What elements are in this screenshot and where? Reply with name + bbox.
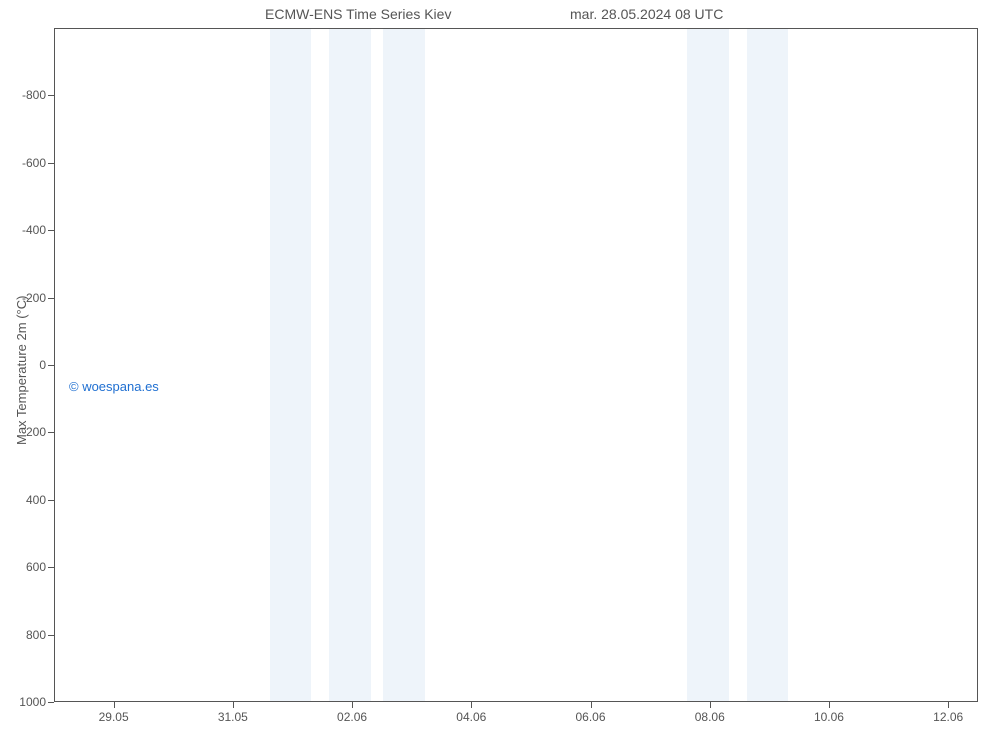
chart-title-right: mar. 28.05.2024 08 UTC	[570, 6, 723, 22]
xtick-mark	[114, 702, 115, 708]
xtick-label: 10.06	[814, 710, 844, 724]
ytick-label: 800	[26, 628, 46, 642]
ytick-label: -800	[22, 88, 46, 102]
shaded-band	[747, 29, 789, 701]
y-axis-label: Max Temperature 2m (°C)	[14, 296, 29, 445]
xtick-mark	[829, 702, 830, 708]
ytick-mark	[48, 567, 54, 568]
ytick-label: 400	[26, 493, 46, 507]
chart-container: ECMW-ENS Time Series Kiev mar. 28.05.202…	[0, 0, 1000, 733]
xtick-mark	[352, 702, 353, 708]
ytick-mark	[48, 702, 54, 703]
ytick-label: -400	[22, 223, 46, 237]
plot-area: © woespana.es	[54, 28, 978, 702]
shaded-band	[383, 29, 425, 701]
ytick-mark	[48, 163, 54, 164]
ytick-mark	[48, 95, 54, 96]
xtick-mark	[710, 702, 711, 708]
ytick-mark	[48, 230, 54, 231]
ytick-mark	[48, 432, 54, 433]
ytick-label: -600	[22, 156, 46, 170]
ytick-label: 200	[26, 425, 46, 439]
ytick-mark	[48, 635, 54, 636]
chart-title-left: ECMW-ENS Time Series Kiev	[265, 6, 451, 22]
ytick-label: 0	[39, 358, 46, 372]
xtick-mark	[948, 702, 949, 708]
xtick-label: 08.06	[695, 710, 725, 724]
ytick-mark	[48, 365, 54, 366]
xtick-mark	[471, 702, 472, 708]
xtick-mark	[233, 702, 234, 708]
xtick-label: 12.06	[933, 710, 963, 724]
ytick-mark	[48, 500, 54, 501]
xtick-label: 04.06	[456, 710, 486, 724]
ytick-mark	[48, 298, 54, 299]
watermark: © woespana.es	[69, 379, 159, 394]
xtick-label: 29.05	[99, 710, 129, 724]
xtick-label: 06.06	[576, 710, 606, 724]
ytick-label: -200	[22, 291, 46, 305]
xtick-label: 02.06	[337, 710, 367, 724]
shaded-band	[687, 29, 729, 701]
xtick-mark	[591, 702, 592, 708]
ytick-label: 1000	[19, 695, 46, 709]
ytick-label: 600	[26, 560, 46, 574]
shaded-band	[270, 29, 312, 701]
shaded-band	[329, 29, 371, 701]
xtick-label: 31.05	[218, 710, 248, 724]
